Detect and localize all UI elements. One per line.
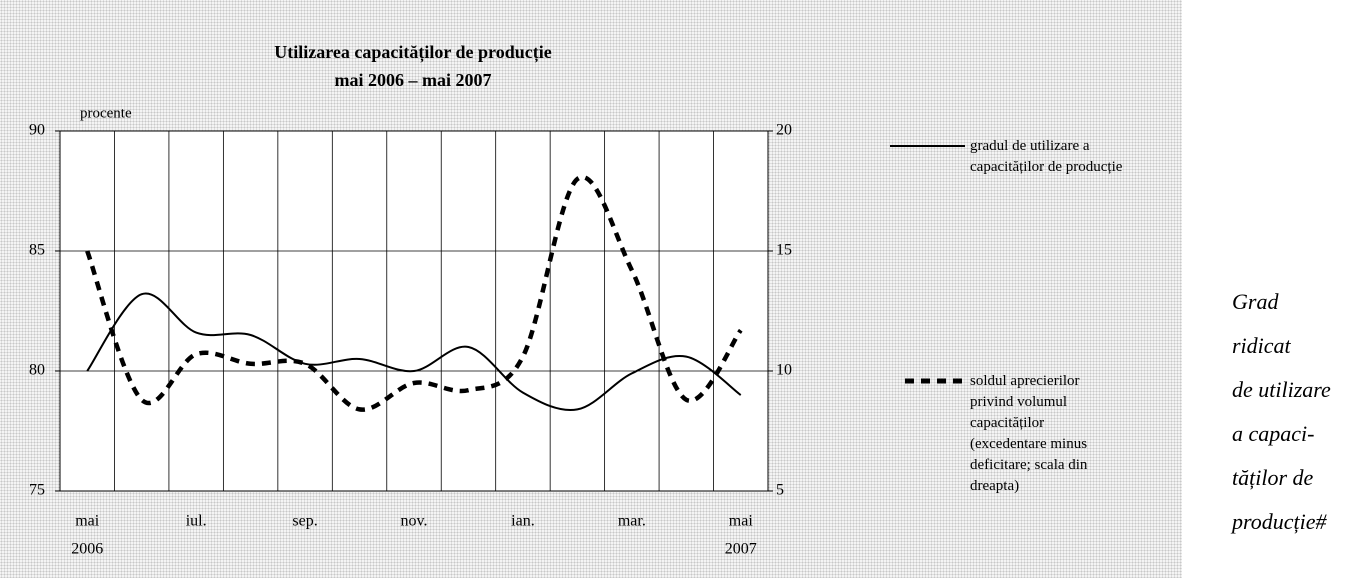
side-note-line: Grad <box>1232 289 1279 314</box>
x-tick-label: mai <box>75 513 100 530</box>
chart-title: Utilizarea capacităților de producție <box>274 42 551 63</box>
x-tick-year: 2007 <box>725 541 757 558</box>
y-axis-label: procente <box>80 105 132 121</box>
x-tick-label: ian. <box>511 513 535 530</box>
x-tick-label: nov. <box>401 513 428 530</box>
chart: Utilizarea capacităților de producție ma… <box>29 42 965 558</box>
y2-tick-label: 20 <box>776 122 792 139</box>
x-tick-label: iul. <box>186 513 207 530</box>
side-note: Grad ridicat de utilizare a capaci-tăților … <box>1232 280 1350 544</box>
y-tick-label: 85 <box>29 242 45 259</box>
side-note-line: de utilizare <box>1232 377 1331 402</box>
legend-label: soldul aprecierilor privind volumul capa… <box>970 373 1088 494</box>
y2-tick-label: 10 <box>776 362 792 379</box>
x-tick-year: 2006 <box>71 541 103 558</box>
side-note-line: ridicat <box>1232 333 1291 358</box>
y-tick-label: 75 <box>29 482 45 499</box>
side-note-line: tăților de <box>1232 465 1314 490</box>
side-note-line: a capaci- <box>1232 421 1315 446</box>
x-tick-label: mar. <box>618 513 646 530</box>
chart-subtitle: mai 2006 – mai 2007 <box>335 70 492 90</box>
y-tick-label: 90 <box>29 122 45 139</box>
y2-tick-label: 15 <box>776 242 792 259</box>
x-tick-label: sep. <box>292 513 317 530</box>
data-line <box>86 292 742 412</box>
y2-tick-label: 5 <box>776 482 784 499</box>
y-tick-label: 80 <box>29 362 45 379</box>
plot-area <box>59 130 769 492</box>
data-line <box>85 174 743 412</box>
x-tick-label: mai <box>729 513 754 530</box>
legend-label: gradul de utilizare a capacităților de p… <box>970 138 1123 175</box>
side-note-line: producție# <box>1232 509 1327 534</box>
